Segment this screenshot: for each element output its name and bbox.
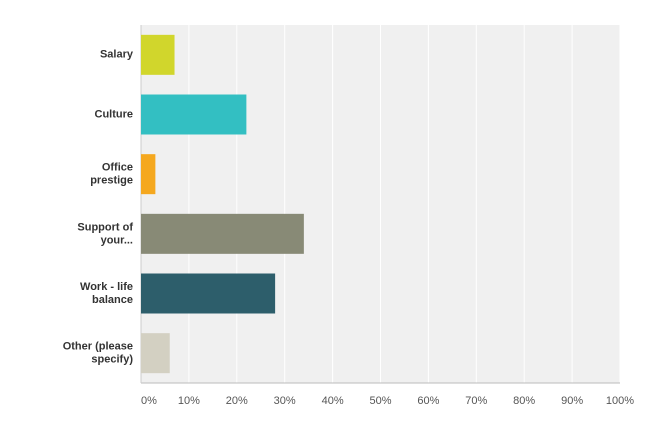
- x-tick-label: 50%: [369, 395, 391, 407]
- x-tick-label: 10%: [178, 395, 200, 407]
- x-tick-label: 90%: [561, 395, 583, 407]
- y-tick-label: Other (please specify): [63, 341, 134, 366]
- bar: [141, 213, 304, 254]
- x-tick-label: 70%: [465, 395, 487, 407]
- y-tick-label: Culture: [95, 108, 134, 120]
- y-tick-label: Office prestige: [90, 162, 133, 187]
- bar: [141, 34, 175, 75]
- x-tick-label: 60%: [417, 395, 439, 407]
- bar: [141, 333, 170, 374]
- bar: [141, 154, 156, 195]
- y-tick-label: Work - life balance: [80, 281, 133, 306]
- x-tick-label: 40%: [322, 395, 344, 407]
- y-tick-label: Salary: [100, 49, 134, 61]
- x-tick-label: 80%: [513, 395, 535, 407]
- x-tick-label: 100%: [606, 395, 634, 407]
- x-tick-label: 0%: [141, 395, 157, 407]
- y-tick-label: Support of your...: [77, 221, 133, 246]
- bar: [141, 94, 247, 135]
- x-tick-label: 20%: [226, 395, 248, 407]
- bar: [141, 273, 276, 314]
- x-tick-label: 30%: [274, 395, 296, 407]
